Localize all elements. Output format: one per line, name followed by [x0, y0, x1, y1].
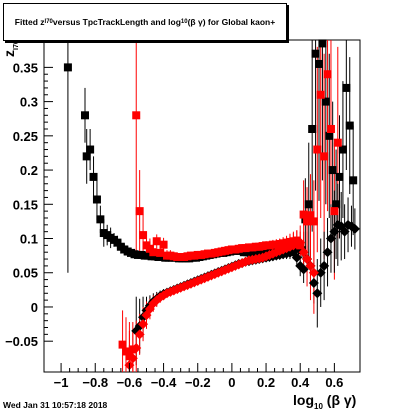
y-axis-label-main: z	[1, 50, 17, 57]
data-point-square	[152, 237, 161, 246]
data-point-diamond	[339, 226, 350, 237]
x-tick-label: 0.6	[325, 375, 343, 390]
x-axis-label: log10 (β γ)	[293, 392, 356, 411]
data-point-diamond	[325, 233, 336, 244]
x-tick-label: 0	[228, 375, 235, 390]
data-point-diamond	[138, 319, 149, 330]
title-sub2: 10	[180, 19, 188, 25]
x-axis: −1 −0.8 −0.6 −0.4 −0.2 0 0.2 0.4 0.6	[54, 363, 343, 390]
y-tick-label: 0.35	[13, 60, 38, 75]
data-point-square	[96, 215, 105, 224]
data-point-diamond	[291, 252, 302, 263]
data-point-square	[63, 63, 72, 72]
data-point-square	[149, 248, 158, 257]
y-axis: −0.05 0 0.05 0.1 0.15 0.2 0.25 0.3 0.35	[5, 60, 53, 349]
data-point-square	[89, 172, 98, 181]
data-point-diamond	[131, 343, 142, 354]
title-sub1: I70	[44, 19, 53, 25]
data-point-diamond	[298, 247, 309, 258]
data-point-square	[308, 124, 317, 133]
x-tick-label: −0.4	[151, 375, 177, 390]
x-tick-label: −0.6	[117, 375, 143, 390]
data-point-square	[118, 340, 127, 349]
data-point-square	[315, 59, 324, 68]
y-tick-label: 0.25	[13, 129, 38, 144]
data-point-square	[330, 207, 339, 216]
y-tick-label: 0.05	[13, 266, 38, 281]
data-point-square	[132, 111, 141, 120]
x-tick-label: −0.2	[185, 375, 211, 390]
x-tick-label: 0.4	[291, 375, 310, 390]
data-point-diamond	[308, 267, 319, 278]
data-point-square	[323, 70, 332, 79]
data-point-square	[320, 152, 329, 161]
y-tick-label: 0.1	[20, 232, 38, 247]
y-tick-label: 0	[31, 300, 38, 315]
x-axis-label-suffix: (β γ)	[322, 392, 357, 408]
y-tick-label: −0.05	[5, 334, 38, 349]
data-point-square	[311, 49, 320, 58]
data-point-square	[306, 211, 315, 220]
y-axis-label: zI70	[1, 40, 20, 57]
data-point-diamond	[298, 264, 309, 275]
data-point-diamond	[329, 226, 340, 237]
y-axis-label-sub: I70	[12, 40, 20, 50]
data-point-diamond	[319, 260, 330, 271]
data-point-square	[335, 172, 344, 181]
data-point-diamond	[308, 278, 319, 289]
data-point-square	[86, 145, 95, 154]
data-point-square	[299, 210, 308, 219]
data-point-square	[309, 217, 318, 226]
markers-layer	[63, 39, 360, 371]
data-point-diamond	[295, 237, 306, 248]
data-point-square	[328, 166, 337, 175]
title-middle: versus TpcTrackLength and log	[52, 17, 181, 27]
data-point-diamond	[315, 267, 326, 278]
data-point-diamond	[349, 223, 360, 234]
y-tick-label: 0.3	[20, 95, 38, 110]
data-point-diamond	[322, 247, 333, 258]
data-point-square	[342, 83, 351, 92]
data-point-square	[318, 39, 327, 48]
datestamp: Wed Jan 31 10:57:18 2018	[3, 400, 108, 410]
data-point-square	[156, 248, 165, 257]
x-tick-label: 0.2	[257, 375, 275, 390]
data-point-square	[345, 121, 354, 130]
title-prefix: Fitted z	[14, 17, 45, 27]
x-axis-label-sub: 10	[314, 401, 323, 411]
title-suffix: (β γ) for Global kaon+	[187, 17, 276, 27]
data-point-diamond	[312, 288, 323, 299]
data-point-square	[325, 131, 334, 140]
x-tick-label: −1	[54, 375, 69, 390]
data-point-square	[113, 238, 122, 247]
data-point-square	[316, 90, 325, 99]
y-tick-label: 0.15	[13, 197, 38, 212]
data-point-square	[125, 352, 134, 361]
data-point-square	[135, 207, 144, 216]
data-point-square	[303, 217, 312, 226]
data-point-square	[349, 176, 358, 185]
data-point-square	[338, 145, 347, 154]
data-point-square	[92, 195, 101, 204]
data-point-square	[82, 152, 91, 161]
data-point-diamond	[134, 329, 145, 340]
data-point-square	[332, 200, 341, 209]
data-point-square	[326, 124, 335, 133]
chart-title: Fitted z I70 versus TpcTrackLength and lo…	[3, 3, 287, 41]
data-point-diamond	[302, 254, 313, 265]
y-tick-label: 0.2	[20, 163, 38, 178]
data-point-square	[321, 97, 330, 106]
data-point-square	[304, 200, 313, 209]
x-tick-label: −0.8	[82, 375, 108, 390]
x-axis-label-main: log	[293, 392, 314, 408]
data-point-square	[139, 231, 148, 240]
data-point-diamond	[305, 260, 316, 271]
data-point-square	[159, 240, 168, 249]
data-point-square	[313, 145, 322, 154]
data-point-diamond	[127, 353, 138, 364]
data-point-square	[121, 347, 130, 356]
data-point-square	[80, 111, 89, 120]
data-point-square	[333, 138, 342, 147]
